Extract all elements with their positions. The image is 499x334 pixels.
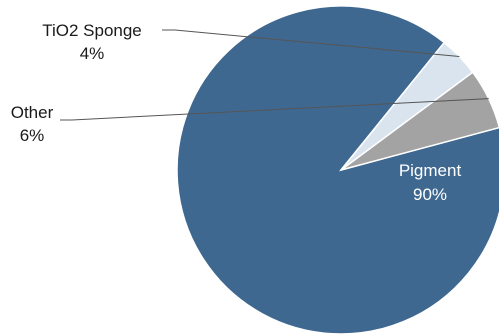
leader-line-tio2-sponge — [162, 29, 460, 57]
slice-value-other: 6% — [20, 126, 45, 145]
slice-label-tio2-sponge: TiO2 Sponge — [42, 21, 142, 40]
pie-slices — [176, 5, 499, 334]
pie-slice-pigment — [176, 5, 499, 334]
slice-label-pigment: Pigment — [399, 161, 462, 180]
slice-value-tio2-sponge: 4% — [80, 44, 105, 63]
leader-lines — [60, 29, 489, 121]
leader-line-other — [60, 98, 489, 121]
slice-label-other: Other — [11, 103, 54, 122]
slice-value-pigment: 90% — [413, 185, 447, 204]
